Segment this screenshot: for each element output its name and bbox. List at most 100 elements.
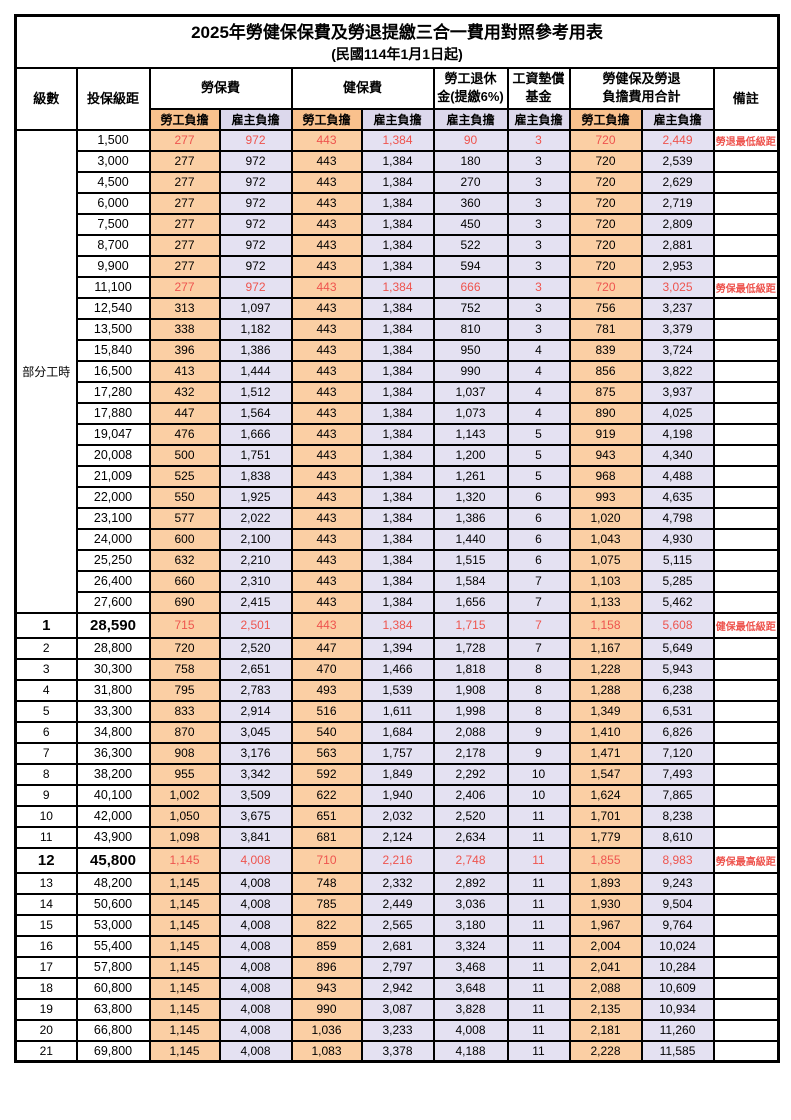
labor-insurance-employer-cell: 3,675 [218,804,293,828]
remark-cell [712,254,780,278]
pension-employer-cell: 1,037 [432,380,509,404]
remark-cell [712,569,780,593]
bracket-cell: 60,800 [75,976,151,1000]
wage-fund-employer-cell: 3 [506,254,571,278]
total-employee-cell: 2,135 [568,997,643,1021]
bracket-cell: 28,590 [75,611,151,639]
total-employee-cell: 1,855 [568,846,643,874]
pension-employer-cell: 1,656 [432,590,509,614]
bracket-cell: 48,200 [75,871,151,895]
total-employer-cell: 8,983 [640,846,715,874]
pension-employer-cell: 1,584 [432,569,509,593]
labor-insurance-employee-cell: 432 [148,380,221,404]
labor-insurance-employee-cell: 955 [148,762,221,786]
labor-insurance-employer-cell: 972 [218,212,293,236]
table-row: 9,900 277 972 443 1,384 594 3 720 2,953 [16,254,780,278]
pension-employer-cell: 270 [432,170,509,194]
labor-insurance-employer-cell: 972 [218,275,293,299]
total-employer-cell: 4,798 [640,506,715,530]
total-employer-cell: 4,198 [640,422,715,446]
pension-employer-cell: 2,406 [432,783,509,807]
wage-fund-employer-cell: 3 [506,170,571,194]
wage-fund-employer-cell: 7 [506,590,571,614]
labor-insurance-employee-cell: 413 [148,359,221,383]
total-employee-cell: 2,228 [568,1039,643,1063]
remark-cell [712,296,780,320]
bracket-cell: 38,200 [75,762,151,786]
health-insurance-employee-cell: 748 [290,871,363,895]
health-insurance-employer-cell: 1,384 [360,527,435,551]
bracket-cell: 24,000 [75,527,151,551]
wage-fund-employer-cell: 11 [506,1039,571,1063]
health-insurance-employee-cell: 443 [290,401,363,425]
total-employee-cell: 1,624 [568,783,643,807]
table-row: 8 38,200 955 3,342 592 1,849 2,292 10 1,547 7,493 [14,762,780,786]
table-row: 2 28,800 720 2,520 447 1,394 1,728 7 1,167 5,649 [14,636,780,660]
remark-cell [712,657,780,681]
total-employee-cell: 993 [568,485,643,509]
table-row: 19,047 476 1,666 443 1,384 1,143 5 919 4,198 [16,422,780,446]
table-row: 13 48,200 1,145 4,008 748 2,332 2,892 11 1,893 9,… [14,871,780,895]
wage-fund-employer-cell: 11 [506,892,571,916]
wage-fund-employer-cell: 6 [506,506,571,530]
pension-employer-cell: 2,634 [432,825,509,849]
total-employer-cell: 2,539 [640,149,715,173]
health-insurance-employee-cell: 1,083 [290,1039,363,1063]
remark-cell [712,548,780,572]
total-employee-cell: 1,893 [568,871,643,895]
labor-insurance-employer-cell: 4,008 [218,934,293,958]
health-insurance-employer-cell: 1,384 [360,317,435,341]
bracket-cell: 16,500 [75,359,151,383]
labor-insurance-employer-cell: 4,008 [218,955,293,979]
bracket-cell: 43,900 [75,825,151,849]
remark-cell [712,762,780,786]
table-row: 3,000 277 972 443 1,384 180 3 720 2,539 [16,149,780,173]
table-row: 18 60,800 1,145 4,008 943 2,942 3,648 11 2,088 10… [14,976,780,1000]
remark-cell [712,699,780,723]
wage-fund-employer-cell: 8 [506,699,571,723]
table-row: 部分工時 1,500 277 972 443 1,384 90 3 720 2,449 勞退最低級距 [14,128,780,614]
pension-employer-cell: 180 [432,149,509,173]
pension-employer-cell: 360 [432,191,509,215]
labor-insurance-employee-cell: 870 [148,720,221,744]
pension-employer-cell: 752 [432,296,509,320]
labor-insurance-employer-cell: 1,512 [218,380,293,404]
table-row: 9 40,100 1,002 3,509 622 1,940 2,406 10 1,624 7,8… [14,783,780,807]
health-insurance-employee-cell: 681 [290,825,363,849]
level-cell: 12 [14,846,78,874]
health-insurance-employee-cell: 443 [290,317,363,341]
table-row: 6 34,800 870 3,045 540 1,684 2,088 9 1,410 6,826 [14,720,780,744]
labor-insurance-employee-cell: 577 [148,506,221,530]
health-insurance-employer-cell: 1,384 [360,149,435,173]
total-employee-cell: 1,158 [568,611,643,639]
table-row: 16,500 413 1,444 443 1,384 990 4 856 3,822 [16,359,780,383]
header-sub-row: 勞工負擔 雇主負擔 勞工負擔 雇主負擔 雇主負擔 雇主負擔 勞工負擔 雇主負擔 [16,107,779,131]
remark-cell: 勞保最低級距 [712,275,780,299]
wage-fund-employer-cell: 11 [506,913,571,937]
col-header-remark: 備註 [712,66,780,131]
total-employee-cell: 2,181 [568,1018,643,1042]
bracket-cell: 63,800 [75,997,151,1021]
labor-insurance-employee-cell: 277 [148,149,221,173]
subheader-li-employee: 勞工負擔 [148,107,221,131]
bracket-cell: 34,800 [75,720,151,744]
total-employer-cell: 3,025 [640,275,715,299]
labor-insurance-employer-cell: 4,008 [218,976,293,1000]
bracket-cell: 42,000 [75,804,151,828]
wage-fund-employer-cell: 3 [506,212,571,236]
total-employee-cell: 2,041 [568,955,643,979]
remark-cell [712,527,780,551]
health-insurance-employee-cell: 443 [290,464,363,488]
wage-fund-employer-cell: 11 [506,804,571,828]
labor-insurance-employee-cell: 277 [148,275,221,299]
pension-employer-cell: 2,178 [432,741,509,765]
wage-fund-employer-cell: 3 [506,128,571,152]
subheader-li-employer: 雇主負擔 [218,107,293,131]
total-employee-cell: 720 [568,191,643,215]
pension-employer-cell: 1,998 [432,699,509,723]
bracket-cell: 12,540 [75,296,151,320]
labor-insurance-employee-cell: 600 [148,527,221,551]
total-employee-cell: 1,228 [568,657,643,681]
total-employee-cell: 839 [568,338,643,362]
table-row: 8,700 277 972 443 1,384 522 3 720 2,881 [16,233,780,257]
